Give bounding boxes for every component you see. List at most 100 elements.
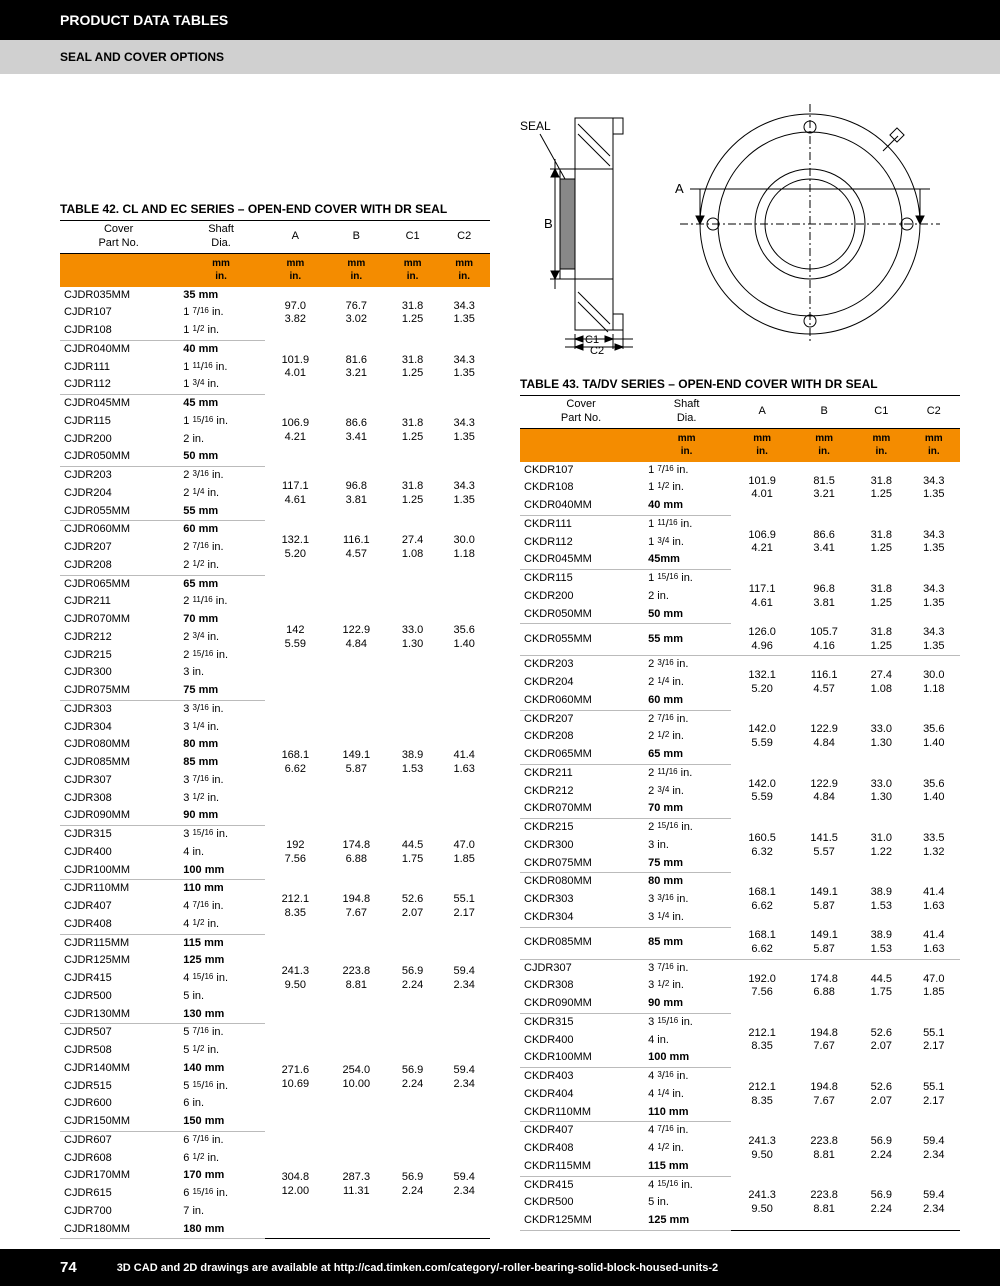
col-dim: C1 bbox=[387, 221, 439, 254]
table-cell-shaft: 1 11/16 in. bbox=[177, 359, 265, 377]
table-cell-shaft: 2 in. bbox=[177, 431, 265, 449]
table-cell-shaft: 75 mm bbox=[642, 855, 731, 873]
table-cell-shaft: 80 mm bbox=[177, 736, 265, 754]
table-cell-shaft: 3 1/2 in. bbox=[642, 977, 731, 995]
unit-cell: mmin. bbox=[642, 428, 731, 462]
col-dim: C2 bbox=[908, 396, 960, 429]
table-cell-part: CJDR307 bbox=[60, 772, 177, 790]
table-cell-shaft: 140 mm bbox=[177, 1060, 265, 1078]
table-cell-shaft: 65 mm bbox=[177, 575, 265, 593]
table-cell-shaft: 6 15/16 in. bbox=[177, 1185, 265, 1203]
col-dim: A bbox=[731, 396, 793, 429]
table-cell-dim: 33.01.30 bbox=[855, 710, 907, 764]
table-cell-dim: 149.15.87 bbox=[793, 873, 855, 927]
table-cell-shaft: 4 1/2 in. bbox=[642, 1140, 731, 1158]
table-cell-dim: 38.91.53 bbox=[387, 700, 439, 825]
table-cell-part: CKDR090MM bbox=[520, 995, 642, 1013]
table-cell-dim: 101.94.01 bbox=[265, 340, 326, 394]
table-cell-dim: 38.91.53 bbox=[855, 873, 907, 927]
table-cell-part: CKDR212 bbox=[520, 783, 642, 801]
table-cell-shaft: 55 mm bbox=[177, 503, 265, 521]
table-cell-part: CJDR508 bbox=[60, 1042, 177, 1060]
table-cell-dim: 86.63.41 bbox=[793, 515, 855, 569]
seal-diagram: SEAL B A C1 C2 bbox=[520, 94, 960, 354]
table-cell-dim: 27.41.08 bbox=[855, 656, 907, 710]
table-cell-dim: 31.81.25 bbox=[855, 624, 907, 656]
table-cell-dim: 34.31.35 bbox=[438, 340, 490, 394]
table-cell-dim: 223.88.81 bbox=[793, 1122, 855, 1176]
table-cell-part: CJDR515 bbox=[60, 1078, 177, 1096]
table-cell-dim: 149.15.87 bbox=[326, 700, 387, 825]
table-cell-part: CKDR111 bbox=[520, 515, 642, 533]
table-cell-dim: 106.94.21 bbox=[265, 395, 326, 467]
table-cell-part: CJDR045MM bbox=[60, 395, 177, 413]
table-cell-dim: 174.86.88 bbox=[326, 826, 387, 880]
table-cell-dim: 168.16.62 bbox=[265, 700, 326, 825]
table-cell-shaft: 60 mm bbox=[642, 692, 731, 710]
table-cell-dim: 44.51.75 bbox=[855, 959, 907, 1013]
table-cell-shaft: 1 1/2 in. bbox=[642, 479, 731, 497]
table-cell-dim: 212.18.35 bbox=[731, 1068, 793, 1122]
table-cell-shaft: 2 1/4 in. bbox=[177, 485, 265, 503]
table-cell-dim: 194.87.67 bbox=[793, 1013, 855, 1067]
table-cell-dim: 56.92.24 bbox=[855, 1122, 907, 1176]
table-cell-part: CJDR315 bbox=[60, 826, 177, 844]
table-cell-dim: 34.31.35 bbox=[908, 570, 960, 624]
table-cell-dim: 59.42.34 bbox=[438, 934, 490, 1024]
table-cell-dim: 41.41.63 bbox=[908, 927, 960, 959]
table-cell-shaft: 2 3/4 in. bbox=[177, 629, 265, 647]
table-cell-dim: 1927.56 bbox=[265, 826, 326, 880]
table-cell-dim: 223.88.81 bbox=[793, 1176, 855, 1230]
table-cell-dim: 55.12.17 bbox=[908, 1068, 960, 1122]
footer-text: 3D CAD and 2D drawings are available at … bbox=[117, 1262, 718, 1274]
table-cell-shaft: 45 mm bbox=[177, 395, 265, 413]
table-cell-shaft: 3 15/16 in. bbox=[642, 1013, 731, 1031]
table-cell-shaft: 3 in. bbox=[642, 837, 731, 855]
table-cell-shaft: 5 1/2 in. bbox=[177, 1042, 265, 1060]
table-cell-part: CKDR308 bbox=[520, 977, 642, 995]
table-cell-shaft: 2 15/16 in. bbox=[642, 819, 731, 837]
table-cell-part: CKDR207 bbox=[520, 710, 642, 728]
table-cell-part: CKDR115 bbox=[520, 570, 642, 588]
table-cell-dim: 34.31.35 bbox=[908, 515, 960, 569]
unit-cell: mmin. bbox=[265, 253, 326, 287]
table-cell-dim: 271.610.69 bbox=[265, 1024, 326, 1132]
table-cell-shaft: 150 mm bbox=[177, 1113, 265, 1131]
table-cell-dim: 81.53.21 bbox=[793, 462, 855, 516]
unit-cell: mmin. bbox=[438, 253, 490, 287]
col-shaft: ShaftDia. bbox=[642, 396, 731, 429]
table-cell-shaft: 5 in. bbox=[642, 1194, 731, 1212]
col-dim: C1 bbox=[855, 396, 907, 429]
table-cell-dim: 27.41.08 bbox=[387, 521, 439, 575]
table-cell-part: CJDR050MM bbox=[60, 448, 177, 466]
table-cell-dim: 52.62.07 bbox=[387, 880, 439, 934]
table-cell-part: CJDR065MM bbox=[60, 575, 177, 593]
table-cell-part: CJDR130MM bbox=[60, 1006, 177, 1024]
table-cell-shaft: 6 7/16 in. bbox=[177, 1131, 265, 1149]
table-cell-shaft: 4 15/16 in. bbox=[642, 1176, 731, 1194]
table-cell-part: CJDR035MM bbox=[60, 287, 177, 305]
table-cell-dim: 117.14.61 bbox=[265, 467, 326, 521]
table-cell-part: CKDR303 bbox=[520, 891, 642, 909]
table-cell-dim: 41.41.63 bbox=[908, 873, 960, 927]
table-cell-dim: 142.05.59 bbox=[731, 710, 793, 764]
table-cell-shaft: 4 1/2 in. bbox=[177, 916, 265, 934]
table-cell-shaft: 3 3/16 in. bbox=[177, 700, 265, 718]
table-cell-shaft: 4 1/4 in. bbox=[642, 1086, 731, 1104]
table-cell-part: CKDR040MM bbox=[520, 497, 642, 515]
unit-cell: mmin. bbox=[793, 428, 855, 462]
table-cell-dim: 33.01.30 bbox=[387, 575, 439, 700]
table-cell-part: CJDR507 bbox=[60, 1024, 177, 1042]
table-cell-dim: 33.51.32 bbox=[908, 819, 960, 873]
table-cell-shaft: 1 11/16 in. bbox=[642, 515, 731, 533]
unit-cell: mmin. bbox=[387, 253, 439, 287]
table-cell-part: CJDR300 bbox=[60, 664, 177, 682]
diagram-label-seal: SEAL bbox=[520, 119, 551, 133]
table-cell-part: CJDR408 bbox=[60, 916, 177, 934]
table-cell-part: CJDR407 bbox=[60, 898, 177, 916]
table-cell-part: CJDR700 bbox=[60, 1203, 177, 1221]
table-cell-dim: 97.03.82 bbox=[265, 287, 326, 341]
table-cell-part: CKDR107 bbox=[520, 462, 642, 480]
table-cell-part: CJDR307 bbox=[520, 959, 642, 977]
table-cell-dim: 47.01.85 bbox=[908, 959, 960, 1013]
